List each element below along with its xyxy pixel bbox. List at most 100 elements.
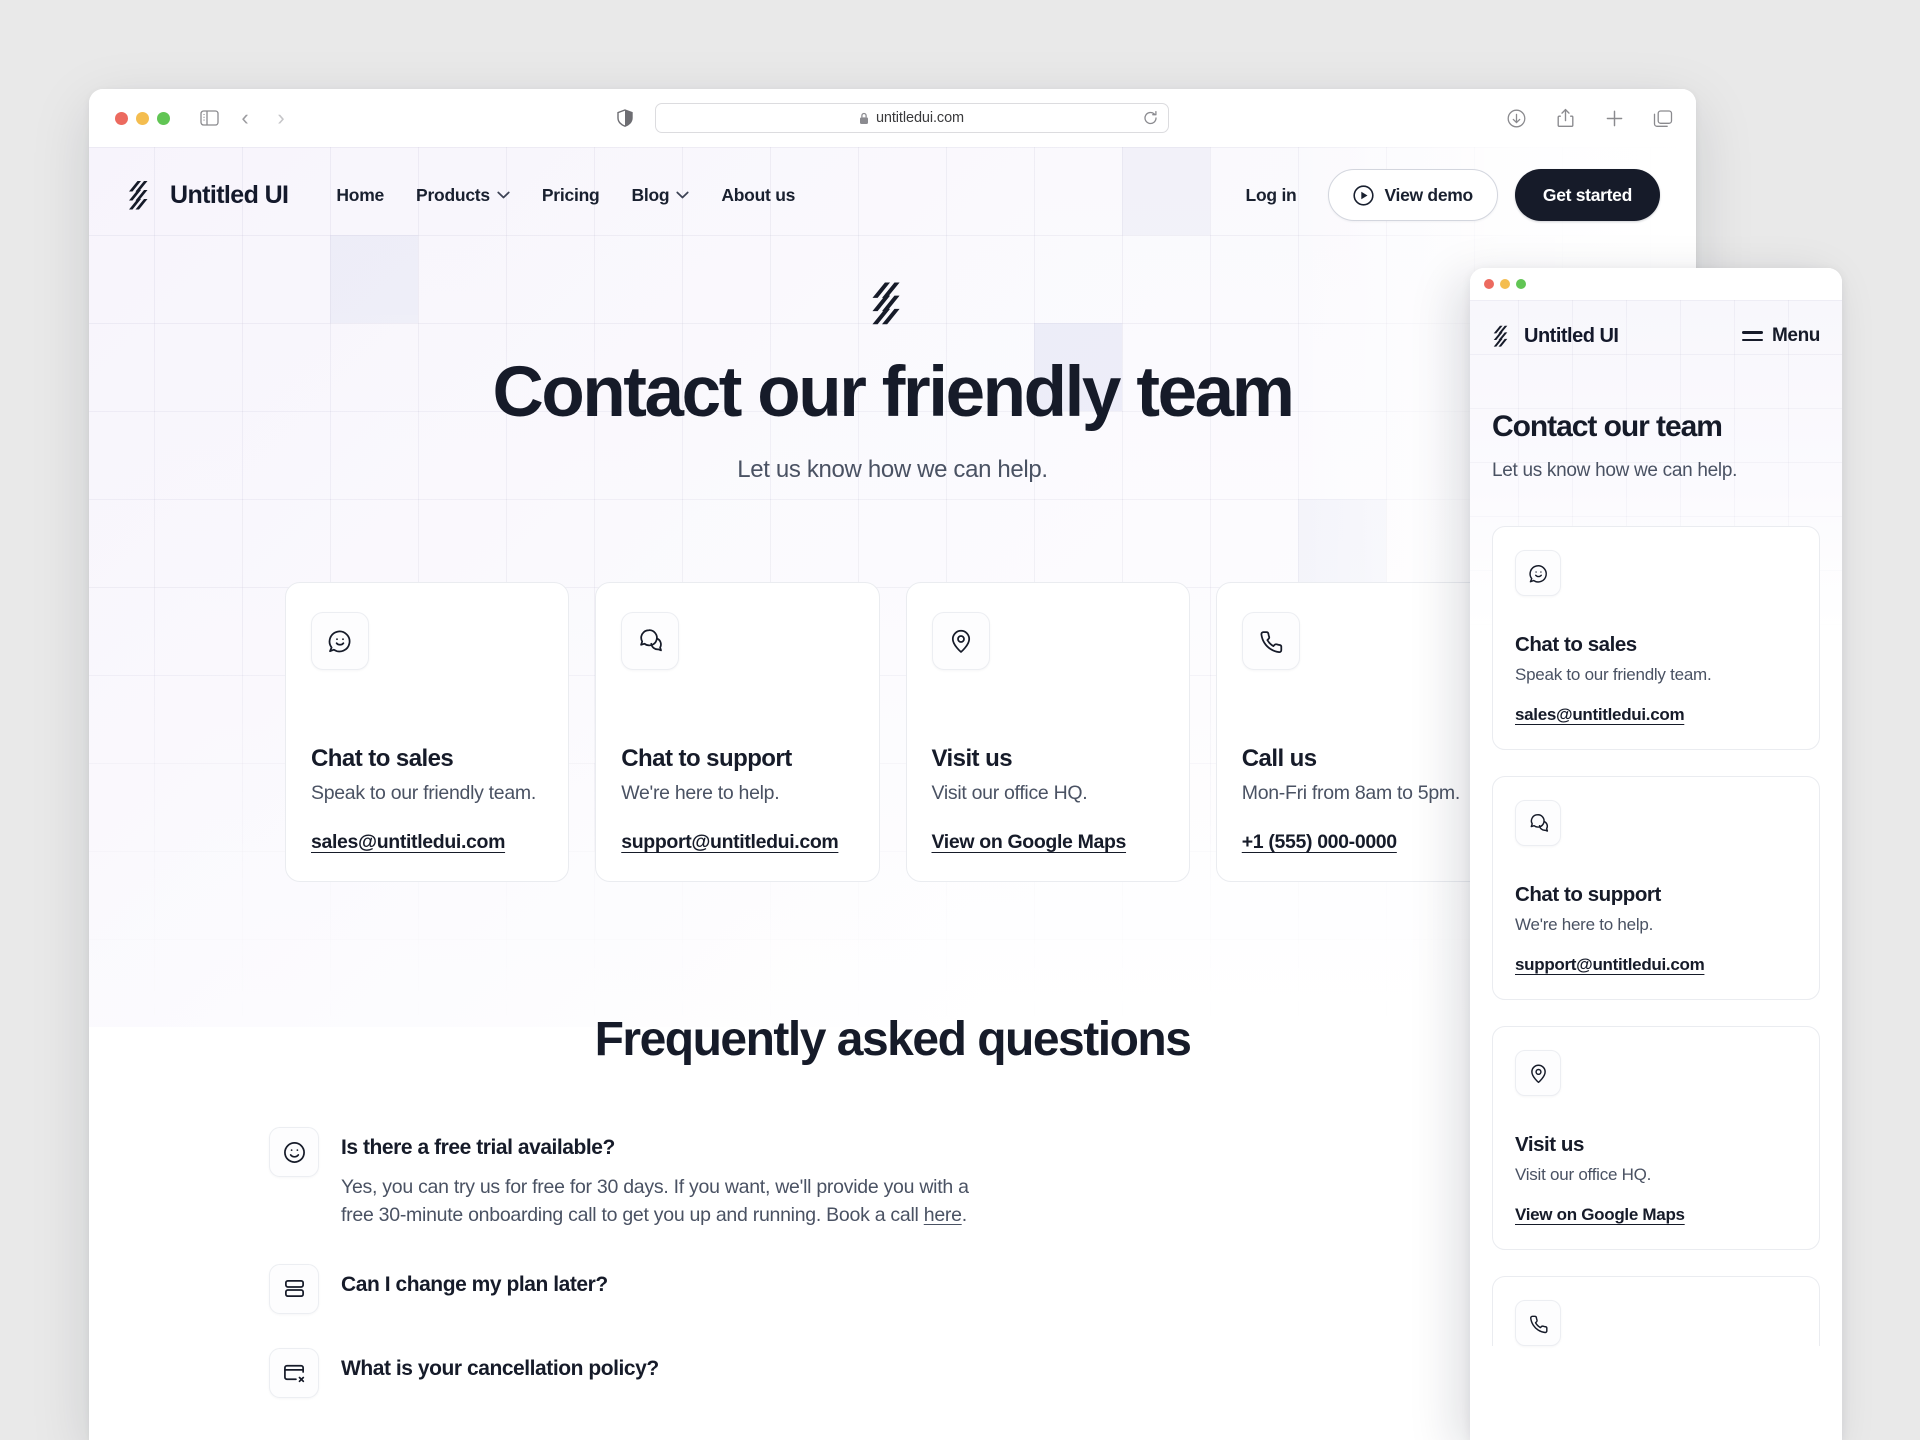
mobile-card-link-email[interactable]: support@untitledui.com bbox=[1515, 955, 1705, 974]
forward-button[interactable]: › bbox=[277, 105, 285, 130]
mobile-card-title: Chat to support bbox=[1515, 883, 1661, 906]
faq-body: What is your cancellation policy? bbox=[341, 1348, 1516, 1398]
contact-card-chat-to-support[interactable]: Chat to support We're here to help. supp… bbox=[595, 582, 880, 883]
privacy-shield-icon[interactable] bbox=[616, 109, 633, 127]
message-chat-circle-icon bbox=[621, 612, 680, 671]
share-icon[interactable] bbox=[1552, 105, 1578, 131]
card-description: Visit our office HQ. bbox=[931, 782, 1088, 805]
contact-card-visit-us[interactable]: Visit us Visit our office HQ. View on Go… bbox=[905, 582, 1190, 883]
mobile-contact-card-visit-us[interactable]: Visit us Visit our office HQ. View on Go… bbox=[1492, 1026, 1820, 1250]
chevron-down-icon bbox=[676, 191, 689, 199]
mobile-card-description: Speak to our friendly team. bbox=[1515, 665, 1712, 684]
spacer bbox=[311, 670, 543, 745]
card-title: Chat to sales bbox=[311, 745, 454, 773]
faq-item-cancellation-policy[interactable]: What is your cancellation policy? bbox=[269, 1347, 1516, 1398]
close-window-button[interactable] bbox=[115, 111, 128, 125]
mobile-window-traffic-lights[interactable] bbox=[1484, 279, 1526, 289]
card-link-maps[interactable]: View on Google Maps bbox=[931, 831, 1127, 854]
brand-logo[interactable]: Untitled UI bbox=[127, 180, 289, 210]
faq-answer-text-2: . bbox=[961, 1203, 967, 1226]
spacer bbox=[621, 670, 853, 745]
card-link-phone[interactable]: +1 (555) 000-0000 bbox=[1241, 831, 1397, 854]
nav-item-blog[interactable]: Blog bbox=[615, 177, 705, 214]
view-demo-button[interactable]: View demo bbox=[1327, 169, 1498, 221]
card-title: Visit us bbox=[931, 745, 1013, 773]
browser-toolbar: ‹ › bbox=[89, 89, 1696, 147]
nav-item-label: Products bbox=[416, 184, 490, 205]
contact-card-chat-to-sales[interactable]: Chat to sales Speak to our friendly team… bbox=[285, 582, 570, 883]
hero-section: Contact our friendly team Let us know ho… bbox=[89, 243, 1696, 484]
address-bar[interactable]: untitledui.com bbox=[654, 103, 1169, 133]
mobile-brand-logo[interactable]: Untitled UI bbox=[1492, 325, 1619, 348]
mobile-menu-button[interactable]: Menu bbox=[1741, 325, 1820, 347]
login-link[interactable]: Log in bbox=[1245, 184, 1297, 205]
maximize-window-button[interactable] bbox=[1516, 279, 1526, 289]
mobile-page-title: Contact our team bbox=[1492, 410, 1723, 443]
nav-item-pricing[interactable]: Pricing bbox=[526, 177, 616, 214]
tab-overview-icon[interactable] bbox=[1650, 105, 1676, 131]
download-icon[interactable] bbox=[1503, 105, 1529, 131]
faq-answer-link[interactable]: here bbox=[923, 1203, 962, 1226]
window-traffic-lights[interactable] bbox=[115, 111, 170, 125]
contact-cards: Chat to sales Speak to our friendly team… bbox=[89, 582, 1696, 883]
back-button[interactable]: ‹ bbox=[241, 105, 249, 130]
mobile-card-title: Visit us bbox=[1515, 1133, 1584, 1156]
mobile-navbar: Untitled UI Menu bbox=[1470, 300, 1842, 372]
faq-question: What is your cancellation policy? bbox=[341, 1356, 659, 1380]
nav-item-products[interactable]: Products bbox=[400, 177, 526, 214]
maximize-window-button[interactable] bbox=[157, 111, 170, 125]
page-subtitle: Let us know how we can help. bbox=[737, 456, 1048, 484]
webpage-content: Untitled UI Home Products Pricing bbox=[89, 147, 1696, 1440]
grid-tint-cell bbox=[330, 235, 418, 323]
card-description: Speak to our friendly team. bbox=[311, 782, 536, 805]
message-smile-circle-icon bbox=[311, 612, 369, 671]
contact-card-call-us[interactable]: Call us Mon-Fri from 8am to 5pm. +1 (555… bbox=[1215, 582, 1500, 883]
credit-card-x-icon bbox=[269, 1347, 319, 1398]
nav-item-home[interactable]: Home bbox=[320, 177, 400, 214]
map-pin-icon bbox=[931, 612, 990, 671]
brand-name: Untitled UI bbox=[170, 180, 289, 209]
sidebar-icon[interactable] bbox=[196, 105, 222, 131]
desktop-browser-window: ‹ › bbox=[89, 89, 1696, 1440]
nav-item-label: About us bbox=[721, 184, 796, 205]
mobile-card-link-maps[interactable]: View on Google Maps bbox=[1515, 1205, 1685, 1224]
new-tab-icon[interactable] bbox=[1601, 105, 1627, 131]
nav-item-label: Home bbox=[336, 184, 385, 205]
reload-icon[interactable] bbox=[1143, 110, 1158, 126]
mobile-contact-card-call-us[interactable] bbox=[1492, 1276, 1820, 1346]
mobile-contact-card-chat-to-sales[interactable]: Chat to sales Speak to our friendly team… bbox=[1492, 526, 1820, 750]
hamburger-menu-icon bbox=[1741, 330, 1763, 342]
message-chat-circle-icon bbox=[1515, 800, 1561, 846]
minimize-window-button[interactable] bbox=[136, 111, 149, 125]
nav-actions: Log in View demo Get started bbox=[1232, 169, 1660, 221]
phone-icon bbox=[1241, 612, 1300, 671]
mobile-window-toolbar bbox=[1470, 268, 1842, 300]
nav-links: Home Products Pricing Blog bbox=[320, 177, 811, 214]
mobile-card-link-email[interactable]: sales@untitledui.com bbox=[1515, 705, 1685, 724]
minimize-window-button[interactable] bbox=[1500, 279, 1510, 289]
card-link-email[interactable]: support@untitledui.com bbox=[621, 831, 839, 854]
view-demo-label: View demo bbox=[1384, 184, 1474, 205]
message-smile-circle-icon bbox=[1515, 550, 1561, 596]
faq-answer: Yes, you can try us for free for 30 days… bbox=[341, 1174, 1001, 1229]
mobile-webpage-content: Untitled UI Menu Contact our team Let us… bbox=[1470, 300, 1842, 1440]
close-window-button[interactable] bbox=[1484, 279, 1494, 289]
faq-item-change-plan[interactable]: Can I change my plan later? bbox=[269, 1263, 1516, 1314]
faq-question: Can I change my plan later? bbox=[341, 1272, 608, 1296]
faq-body: Is there a free trial available? Yes, yo… bbox=[341, 1127, 1516, 1229]
get-started-button[interactable]: Get started bbox=[1514, 169, 1660, 221]
spacer bbox=[1242, 670, 1474, 745]
nav-item-about-us[interactable]: About us bbox=[705, 177, 811, 214]
untitled-ui-logo-icon bbox=[1492, 325, 1516, 347]
nav-item-label: Pricing bbox=[541, 184, 600, 205]
faq-item-free-trial[interactable]: Is there a free trial available? Yes, yo… bbox=[269, 1127, 1516, 1229]
faq-list: Is there a free trial available? Yes, yo… bbox=[269, 1127, 1516, 1398]
card-link-email[interactable]: sales@untitledui.com bbox=[311, 831, 506, 854]
get-started-label: Get started bbox=[1542, 184, 1632, 205]
page-title: Contact our friendly team bbox=[492, 353, 1294, 432]
mobile-contact-card-chat-to-support[interactable]: Chat to support We're here to help. supp… bbox=[1492, 776, 1820, 1000]
mobile-card-description: Visit our office HQ. bbox=[1515, 1165, 1652, 1184]
grid-tint-cell bbox=[1122, 147, 1210, 235]
mobile-contact-cards: Chat to sales Speak to our friendly team… bbox=[1470, 526, 1842, 1346]
faq-body: Can I change my plan later? bbox=[341, 1264, 1516, 1314]
